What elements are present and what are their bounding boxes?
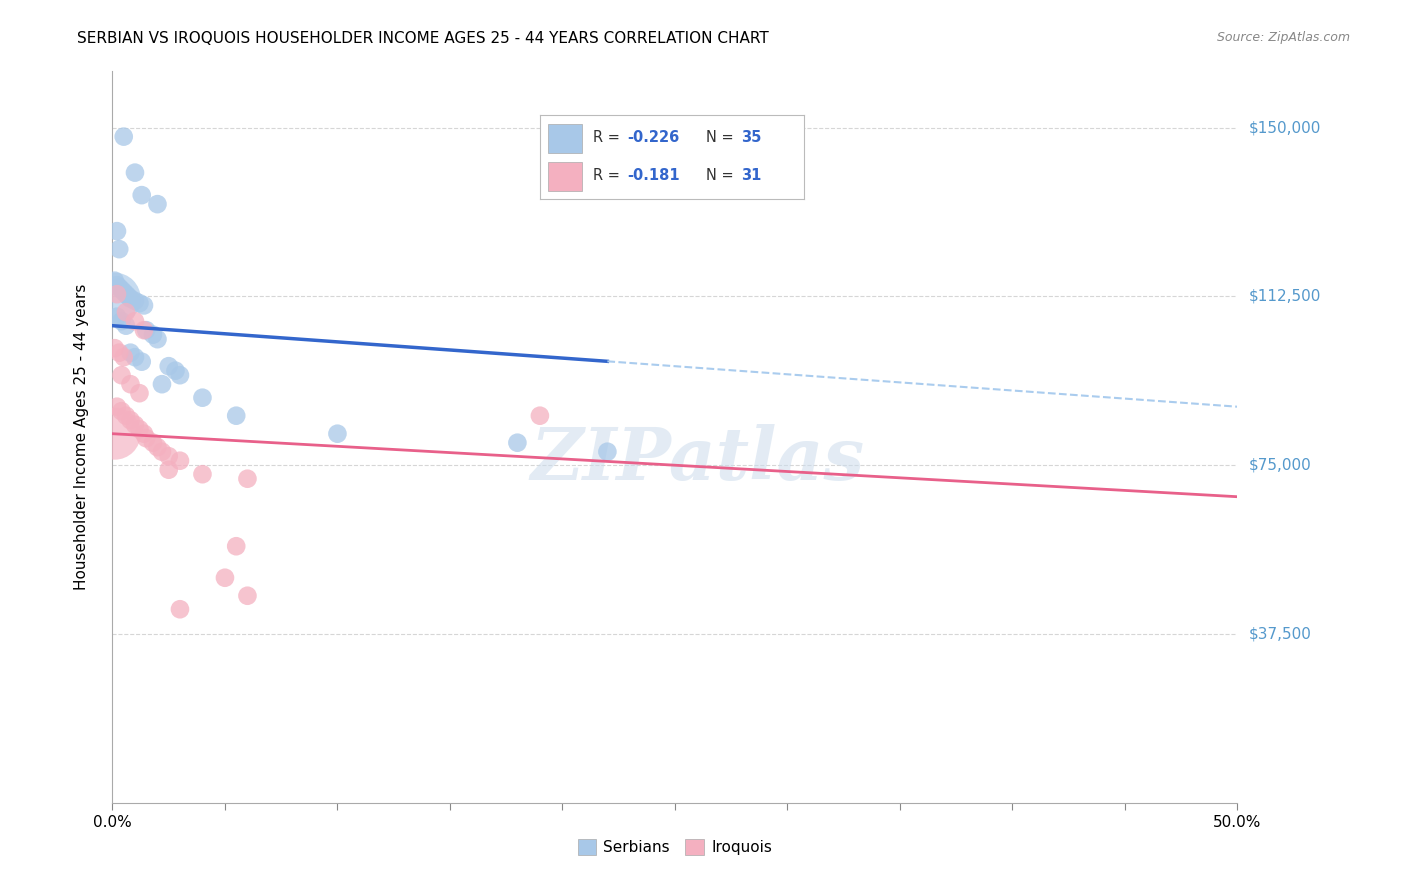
- Point: [529, 409, 551, 423]
- Point: [104, 274, 127, 288]
- Point: [128, 296, 150, 310]
- Point: [105, 224, 128, 238]
- Legend: Serbians, Iroquois: Serbians, Iroquois: [571, 833, 779, 861]
- Point: [124, 293, 146, 308]
- Point: [214, 571, 236, 585]
- Point: [120, 413, 142, 427]
- Point: [128, 386, 150, 401]
- Point: [169, 602, 191, 616]
- Point: [124, 350, 146, 364]
- Point: [146, 197, 169, 211]
- Point: [115, 409, 138, 423]
- Point: [120, 345, 142, 359]
- Point: [112, 129, 135, 144]
- Text: $150,000: $150,000: [1249, 120, 1320, 135]
- Text: ZIPatlas: ZIPatlas: [530, 424, 865, 494]
- Point: [105, 310, 128, 324]
- Point: [150, 377, 173, 392]
- Point: [135, 431, 157, 445]
- Point: [117, 289, 139, 303]
- Point: [128, 422, 150, 436]
- Point: [132, 298, 155, 312]
- Point: [110, 368, 132, 383]
- Point: [108, 280, 131, 294]
- Point: [108, 345, 131, 359]
- Point: [104, 341, 127, 355]
- Point: [105, 400, 128, 414]
- Point: [596, 444, 619, 458]
- Point: [115, 318, 138, 333]
- Point: [105, 278, 128, 293]
- Point: [104, 426, 127, 441]
- Point: [112, 350, 135, 364]
- Point: [132, 426, 155, 441]
- Text: SERBIAN VS IROQUOIS HOUSEHOLDER INCOME AGES 25 - 44 YEARS CORRELATION CHART: SERBIAN VS IROQUOIS HOUSEHOLDER INCOME A…: [77, 31, 769, 46]
- Point: [132, 323, 155, 337]
- Point: [135, 323, 157, 337]
- Point: [169, 453, 191, 467]
- Text: $112,500: $112,500: [1249, 289, 1320, 304]
- Point: [104, 292, 127, 306]
- Point: [108, 242, 131, 256]
- Point: [112, 285, 135, 299]
- Point: [157, 449, 180, 463]
- Point: [115, 305, 138, 319]
- Point: [146, 332, 169, 346]
- Point: [326, 426, 349, 441]
- Point: [236, 589, 259, 603]
- Point: [142, 327, 165, 342]
- Point: [191, 391, 214, 405]
- Point: [131, 354, 153, 368]
- Point: [105, 287, 128, 301]
- Point: [110, 283, 132, 297]
- Point: [131, 188, 153, 202]
- Point: [150, 444, 173, 458]
- Point: [124, 417, 146, 432]
- Point: [165, 364, 187, 378]
- Point: [157, 359, 180, 374]
- Point: [120, 377, 142, 392]
- Y-axis label: Householder Income Ages 25 - 44 years: Householder Income Ages 25 - 44 years: [75, 284, 89, 591]
- Point: [225, 539, 247, 553]
- Point: [236, 472, 259, 486]
- Point: [124, 166, 146, 180]
- Point: [115, 287, 138, 301]
- Point: [225, 409, 247, 423]
- Point: [146, 440, 169, 454]
- Point: [169, 368, 191, 383]
- Text: Source: ZipAtlas.com: Source: ZipAtlas.com: [1216, 31, 1350, 45]
- Point: [120, 292, 142, 306]
- Point: [110, 404, 132, 418]
- Point: [191, 467, 214, 482]
- Point: [124, 314, 146, 328]
- Point: [157, 463, 180, 477]
- Point: [506, 435, 529, 450]
- Point: [142, 435, 165, 450]
- Text: $37,500: $37,500: [1249, 626, 1312, 641]
- Point: [110, 314, 132, 328]
- Text: $75,000: $75,000: [1249, 458, 1312, 473]
